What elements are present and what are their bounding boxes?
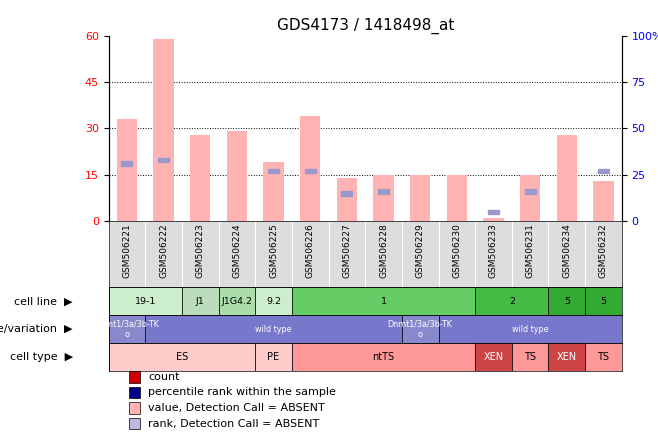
Text: J1G4.2: J1G4.2 (221, 297, 253, 306)
Text: GSM506224: GSM506224 (232, 223, 241, 278)
Bar (402, 315, 438, 343)
Text: XEN: XEN (484, 352, 503, 362)
Bar (255, 287, 292, 315)
Bar (158, 158, 169, 162)
Text: TS: TS (524, 352, 536, 362)
Y-axis label: genotype/variation  ▶: genotype/variation ▶ (0, 324, 72, 334)
Bar (520, 175, 540, 221)
Bar (342, 191, 352, 196)
Text: GSM506222: GSM506222 (159, 223, 168, 278)
Bar (447, 175, 467, 221)
Text: value, Detection Call = ABSENT: value, Detection Call = ABSENT (148, 403, 325, 413)
Bar (594, 181, 613, 221)
Bar (292, 287, 475, 315)
Bar (475, 343, 512, 371)
Text: GSM506227: GSM506227 (342, 223, 351, 278)
Bar (549, 287, 585, 315)
Text: Dnmt1/3a/3b-TK
o: Dnmt1/3a/3b-TK o (95, 320, 159, 339)
Text: GSM506226: GSM506226 (306, 223, 315, 278)
Text: 19-1: 19-1 (134, 297, 156, 306)
Bar (598, 169, 609, 173)
Text: 5: 5 (601, 297, 607, 306)
Bar (337, 178, 357, 221)
Bar (145, 315, 402, 343)
Bar (512, 343, 549, 371)
Text: PE: PE (268, 352, 280, 362)
Text: GSM506234: GSM506234 (563, 223, 571, 278)
Bar (227, 131, 247, 221)
Text: rank, Detection Call = ABSENT: rank, Detection Call = ABSENT (148, 419, 319, 428)
Text: Dnmt1/3a/3b-TK
o: Dnmt1/3a/3b-TK o (388, 320, 453, 339)
Bar (292, 343, 475, 371)
Bar (374, 175, 393, 221)
Bar (109, 315, 145, 343)
Text: 9.2: 9.2 (266, 297, 281, 306)
Bar (305, 169, 316, 173)
Text: 2: 2 (509, 297, 515, 306)
Text: GSM506228: GSM506228 (379, 223, 388, 278)
Bar (585, 343, 622, 371)
Title: GDS4173 / 1418498_at: GDS4173 / 1418498_at (276, 18, 454, 34)
Text: ntTS: ntTS (372, 352, 395, 362)
Bar (268, 169, 279, 173)
Bar (109, 287, 182, 315)
Bar (263, 163, 284, 221)
Bar (475, 287, 549, 315)
Text: J1: J1 (196, 297, 205, 306)
Text: GSM506225: GSM506225 (269, 223, 278, 278)
Bar (129, 417, 140, 429)
Bar (117, 119, 137, 221)
Bar (585, 287, 622, 315)
Bar (109, 343, 255, 371)
Text: GSM506221: GSM506221 (122, 223, 132, 278)
Text: GSM506229: GSM506229 (416, 223, 424, 278)
Bar (300, 116, 320, 221)
Bar (524, 189, 536, 194)
Bar (488, 210, 499, 214)
Bar (182, 287, 218, 315)
Bar (438, 315, 622, 343)
Bar (378, 189, 389, 194)
Bar (122, 161, 132, 166)
Bar (129, 402, 140, 414)
Bar (129, 371, 140, 383)
Y-axis label: cell type  ▶: cell type ▶ (9, 352, 72, 362)
Text: wild type: wild type (255, 325, 292, 334)
Y-axis label: cell line  ▶: cell line ▶ (14, 297, 72, 306)
Text: 5: 5 (564, 297, 570, 306)
Text: TS: TS (597, 352, 609, 362)
Text: wild type: wild type (512, 325, 549, 334)
Text: GSM506231: GSM506231 (526, 223, 535, 278)
Text: XEN: XEN (557, 352, 577, 362)
Bar (129, 387, 140, 398)
Text: percentile rank within the sample: percentile rank within the sample (148, 388, 336, 397)
Bar (153, 39, 174, 221)
Text: 1: 1 (380, 297, 386, 306)
Text: GSM506230: GSM506230 (452, 223, 461, 278)
Text: ES: ES (176, 352, 188, 362)
Text: GSM506223: GSM506223 (195, 223, 205, 278)
Text: GSM506232: GSM506232 (599, 223, 608, 278)
Bar (549, 343, 585, 371)
Text: GSM506233: GSM506233 (489, 223, 498, 278)
Bar (190, 135, 211, 221)
Text: count: count (148, 372, 180, 382)
Bar (255, 343, 292, 371)
Bar (484, 218, 503, 221)
Bar (410, 175, 430, 221)
Bar (218, 287, 255, 315)
Bar (557, 135, 577, 221)
